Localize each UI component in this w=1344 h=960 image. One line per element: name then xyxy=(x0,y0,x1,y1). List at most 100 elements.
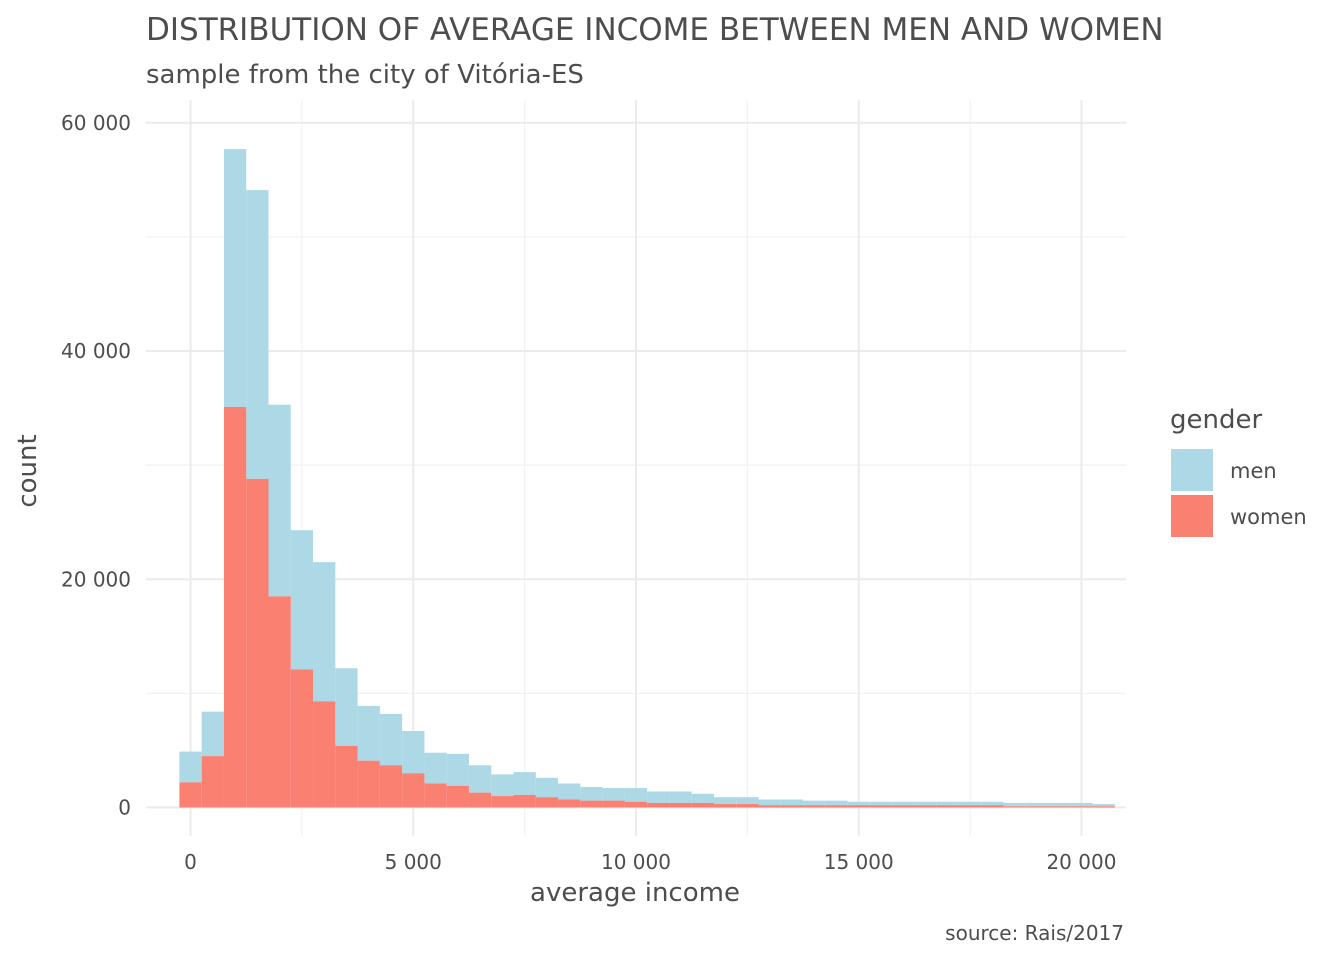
bar-men xyxy=(713,797,737,805)
bar-men xyxy=(758,799,781,806)
bar-women xyxy=(357,760,380,808)
bar-men xyxy=(402,731,425,774)
bar-men xyxy=(847,801,870,806)
chart-subtitle: sample from the city of Vitória-ES xyxy=(146,60,584,90)
bar-men xyxy=(357,705,380,761)
bar-women xyxy=(736,804,759,808)
bar-women xyxy=(290,669,314,808)
bar-women xyxy=(580,800,603,808)
bar-men xyxy=(424,752,447,784)
bar-men xyxy=(468,765,492,793)
bar-men xyxy=(513,772,536,795)
bar-women xyxy=(936,805,959,808)
bar-women xyxy=(513,794,536,808)
bar-women xyxy=(602,800,625,808)
bar-men xyxy=(691,793,714,803)
bar-men xyxy=(825,800,848,806)
bar-women xyxy=(780,805,804,808)
y-tick-label: 0 xyxy=(118,795,131,819)
x-tick-label: 5 000 xyxy=(385,850,442,874)
bar-men xyxy=(981,801,1004,806)
bar-women xyxy=(892,805,915,808)
bar-men xyxy=(624,788,648,802)
bar-men xyxy=(936,801,959,806)
x-tick-label: 10 000 xyxy=(601,850,671,874)
bar-men xyxy=(313,562,336,702)
bar-women xyxy=(1092,806,1115,808)
bar-women xyxy=(446,785,469,808)
bar-women xyxy=(758,805,781,808)
bar-men xyxy=(914,801,937,806)
x-tick-label: 0 xyxy=(184,850,197,874)
bar-women xyxy=(1025,806,1049,808)
bar-men xyxy=(491,774,514,797)
bar-men xyxy=(201,711,224,757)
bar-women xyxy=(647,802,670,808)
bar-women xyxy=(268,596,291,808)
bar-women xyxy=(1048,806,1071,808)
bar-women xyxy=(491,796,514,808)
legend-label-women: women xyxy=(1230,505,1307,529)
men-bars xyxy=(179,149,1115,807)
bar-women xyxy=(468,792,492,808)
bar-women xyxy=(713,804,737,808)
bar-men xyxy=(223,149,247,407)
bar-women xyxy=(402,773,425,808)
bar-men xyxy=(803,800,826,806)
bar-women xyxy=(379,765,403,808)
y-tick-label: 40 000 xyxy=(61,339,131,363)
bar-women xyxy=(669,802,692,808)
bar-women xyxy=(313,701,336,808)
bar-men xyxy=(736,797,759,805)
bar-women xyxy=(535,797,559,808)
legend-title: gender xyxy=(1170,405,1262,435)
bar-men xyxy=(869,801,893,806)
bar-women xyxy=(869,805,893,808)
legend: gender men women xyxy=(1170,405,1307,537)
bar-men xyxy=(780,799,804,806)
bar-men xyxy=(1070,802,1093,807)
bar-women xyxy=(803,805,826,808)
y-tick-label: 20 000 xyxy=(61,567,131,591)
bar-women xyxy=(624,801,648,808)
legend-label-men: men xyxy=(1230,459,1277,483)
bar-men xyxy=(446,753,469,786)
bar-women xyxy=(691,802,714,808)
bar-men xyxy=(958,801,982,806)
bar-women xyxy=(246,478,269,808)
legend-key-women xyxy=(1171,495,1213,537)
bar-women xyxy=(825,805,848,808)
women-bars xyxy=(179,406,1115,808)
chart-caption: source: Rais/2017 xyxy=(945,921,1124,945)
bar-men xyxy=(379,713,403,766)
bar-men xyxy=(246,190,269,479)
chart-title: DISTRIBUTION OF AVERAGE INCOME BETWEEN M… xyxy=(146,12,1164,48)
bar-women xyxy=(847,805,870,808)
y-axis-title: count xyxy=(13,434,43,507)
x-tick-label: 15 000 xyxy=(824,850,894,874)
bar-women xyxy=(1003,806,1026,808)
bar-men xyxy=(892,801,915,806)
bar-men xyxy=(602,788,625,801)
bar-men xyxy=(1048,802,1071,807)
bar-men xyxy=(1003,802,1026,807)
bar-men xyxy=(535,777,559,798)
bar-women xyxy=(558,799,581,808)
x-tick-label: 20 000 xyxy=(1046,850,1116,874)
legend-key-men xyxy=(1171,449,1213,491)
bar-men xyxy=(669,791,692,803)
bar-women xyxy=(223,406,247,808)
bar-women xyxy=(201,756,224,808)
bar-women xyxy=(424,783,447,808)
bar-men xyxy=(268,404,291,597)
y-axis-ticks: 0 20 000 40 000 60 000 xyxy=(61,111,131,820)
bar-women xyxy=(958,805,982,808)
bar-men xyxy=(179,751,202,783)
bar-women xyxy=(981,805,1004,808)
y-tick-label: 60 000 xyxy=(61,111,131,135)
bar-men xyxy=(335,668,358,746)
bar-women xyxy=(335,745,358,808)
bar-women xyxy=(1070,806,1093,808)
